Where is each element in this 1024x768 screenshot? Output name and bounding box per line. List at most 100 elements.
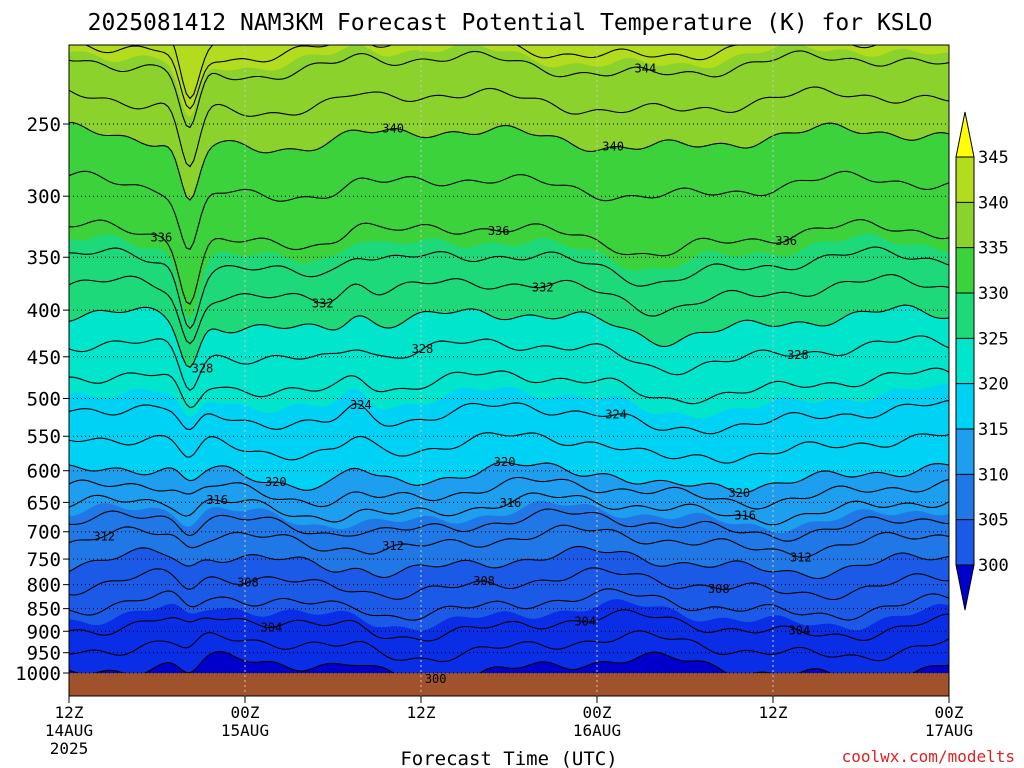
contour-label-316: 316 <box>734 509 756 523</box>
contour-label-328: 328 <box>192 361 214 375</box>
colorbar-label: 335 <box>978 239 1009 259</box>
contour-label-332: 332 <box>312 296 334 310</box>
contour-label-340: 340 <box>602 140 624 154</box>
ground-strip <box>69 673 949 696</box>
colorbar-label: 310 <box>978 465 1009 485</box>
contour-label-312: 312 <box>790 550 812 564</box>
ground-layer <box>69 673 949 696</box>
contour-label-328: 328 <box>787 348 809 362</box>
x-tick-label: 00Z <box>935 703 964 722</box>
isotherm-332 <box>69 273 949 345</box>
y-tick-label: 700 <box>27 522 61 544</box>
isotherm-312 <box>69 524 949 558</box>
contour-label-332: 332 <box>532 280 554 294</box>
isotherm-304 <box>69 609 949 642</box>
y-tick-label: 400 <box>27 300 61 322</box>
contour-label-316: 316 <box>206 493 228 507</box>
y-tick-label: 650 <box>27 492 61 514</box>
x-axis-title: Forecast Time (UTC) <box>400 748 617 768</box>
isotherm-328 <box>69 335 949 392</box>
contour-label-text: 300 <box>425 672 447 686</box>
colorbar-segment <box>956 157 974 203</box>
isotherm-326 <box>69 367 949 409</box>
colorbar-label: 325 <box>978 329 1009 349</box>
y-tick-label: 500 <box>27 389 61 411</box>
contour-label-text: 316 <box>734 509 756 523</box>
contour-label-304: 304 <box>261 621 283 635</box>
contour-label-324: 324 <box>605 408 627 422</box>
isotherm-320 <box>69 461 949 494</box>
contour-label-text: 332 <box>312 296 334 310</box>
x-tick-label: 00Z <box>583 703 612 722</box>
plot-area: 300 304 304 304 308 308 308 312 312 312 316 316 316 3… <box>69 45 949 730</box>
colorbar-segment <box>956 293 974 339</box>
band-345-350 <box>69 45 949 117</box>
colorbar-segment <box>956 429 974 475</box>
isotherm-314 <box>69 508 949 542</box>
contour-label-text: 304 <box>789 624 811 638</box>
x-tick-date: 14AUG <box>45 721 93 740</box>
colorbar-label: 300 <box>978 556 1009 576</box>
isotherm-330 <box>69 304 949 369</box>
contour-label-308: 308 <box>473 574 495 588</box>
contour-label-328: 328 <box>412 342 434 356</box>
contour-label-304: 304 <box>574 615 596 629</box>
contour-label-text: 324 <box>605 408 627 422</box>
y-axis: 2503003504004505005506006507007508008509… <box>15 114 69 685</box>
isotherm-318 <box>69 476 949 510</box>
colorbar: 300 305 310 315 320 325 330 335 340 345 <box>955 111 1009 611</box>
colorbar-label: 320 <box>978 375 1009 395</box>
isotherm-310 <box>69 545 949 580</box>
y-tick-label: 350 <box>27 247 61 269</box>
y-tick-label: 950 <box>27 643 61 665</box>
isotherm-302 <box>69 630 949 663</box>
isotherm-340 <box>69 121 949 201</box>
y-tick-label: 600 <box>27 461 61 483</box>
colorbar-max-arrow <box>955 111 975 158</box>
isotherm-296 <box>69 699 949 730</box>
contour-label-304: 304 <box>789 624 811 638</box>
contour-label-336: 336 <box>775 234 797 248</box>
y-tick-label: 300 <box>27 186 61 208</box>
y-tick-label: 850 <box>27 599 61 621</box>
isotherm-lines <box>69 45 949 730</box>
x-tick-label: 12Z <box>759 703 788 722</box>
colorbar-segment <box>956 519 974 565</box>
isotherm-346 <box>84 45 949 110</box>
x-tick-date: 17AUG <box>925 721 973 740</box>
contour-label-text: 304 <box>574 615 596 629</box>
contour-label-308: 308 <box>237 576 259 590</box>
isotherm-342 <box>69 86 949 168</box>
contour-label-312: 312 <box>382 539 404 553</box>
contour-label-text: 328 <box>412 342 434 356</box>
contour-label-324: 324 <box>350 398 372 412</box>
contour-label-344: 344 <box>635 61 657 75</box>
contour-label-312: 312 <box>93 529 115 543</box>
contour-label-text: 344 <box>635 61 657 75</box>
contour-label-text: 320 <box>494 455 516 469</box>
x-tick-label: 00Z <box>231 703 260 722</box>
contour-label-text: 340 <box>382 122 404 136</box>
x-tick-label: 12Z <box>407 703 436 722</box>
contour-label-text: 308 <box>473 574 495 588</box>
y-tick-label: 800 <box>27 575 61 597</box>
colorbar-label: 305 <box>978 511 1009 531</box>
contour-label-320: 320 <box>728 486 750 500</box>
y-tick-label: 1000 <box>15 663 61 685</box>
contour-label-text: 312 <box>790 550 812 564</box>
contour-label-text: 316 <box>500 496 522 510</box>
contour-label-text: 328 <box>787 348 809 362</box>
contour-label-text: 324 <box>350 398 372 412</box>
contour-label-text: 308 <box>237 576 259 590</box>
colorbar-segment <box>956 474 974 520</box>
x-tick-label: 12Z <box>55 703 84 722</box>
isotherm-344 <box>69 50 949 129</box>
y-tick-label: 550 <box>27 426 61 448</box>
colorbar-segment <box>956 383 974 429</box>
contour-label-text: 332 <box>532 280 554 294</box>
contour-label-text: 312 <box>93 529 115 543</box>
isotherm-336 <box>69 219 949 305</box>
contour-label-text: 316 <box>206 493 228 507</box>
